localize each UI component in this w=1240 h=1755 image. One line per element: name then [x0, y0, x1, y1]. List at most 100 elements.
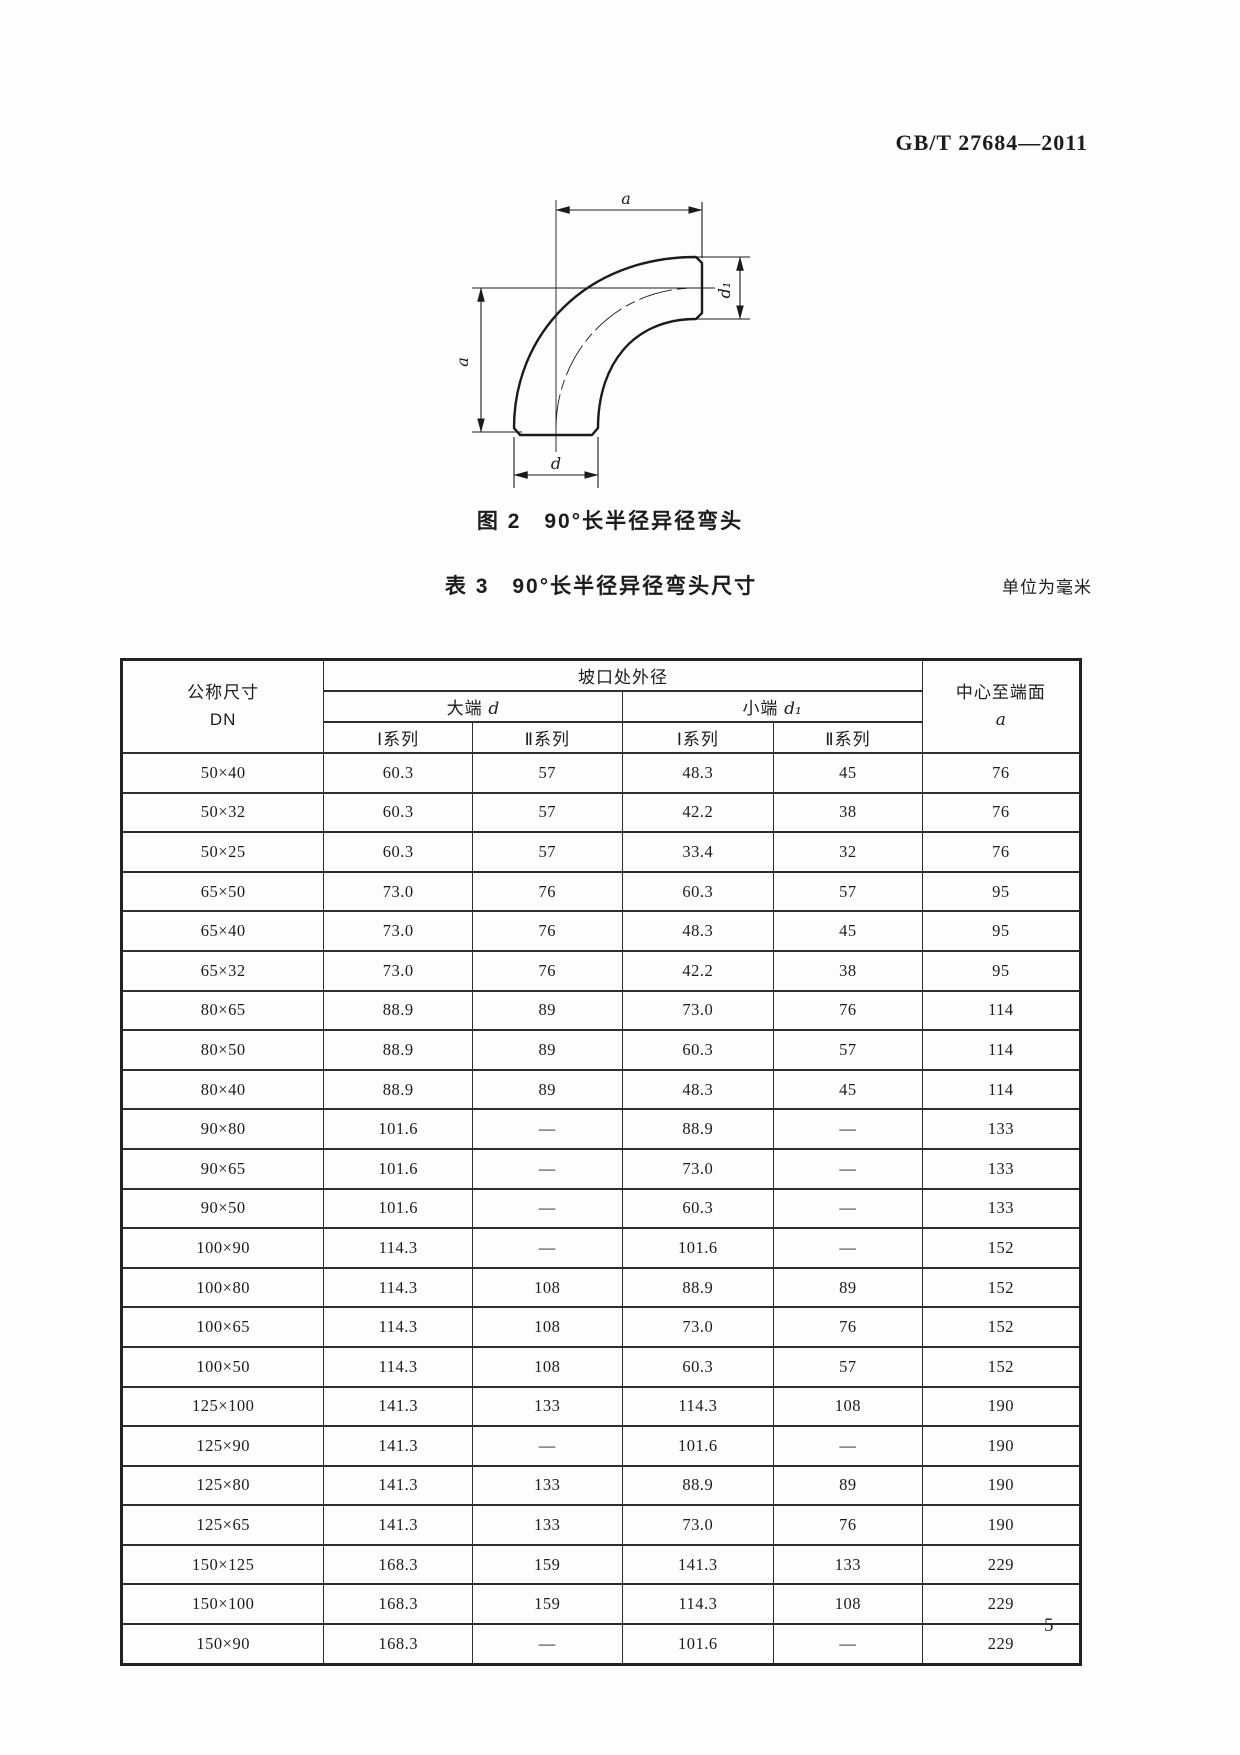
cell-value: 101.6	[323, 1147, 473, 1190]
cell-value: —	[773, 1108, 923, 1150]
cell-dn: 150×100	[120, 1583, 325, 1626]
cell-value: 73.0	[621, 989, 775, 1032]
cell-dn: 50×40	[120, 752, 325, 794]
cell-value: 114.3	[621, 1583, 775, 1626]
dimension-table: 公称尺寸 DN 坡口处外径 中心至端面 a 大端 d 小端 d₁ Ⅰ系列 Ⅱ系列…	[120, 658, 1082, 1666]
cell-dn: 50×25	[120, 831, 325, 873]
cell-value: 88.9	[323, 1029, 473, 1071]
cell-value: 76	[773, 1504, 923, 1546]
figure-caption: 图 2 90°长半径异径弯头	[476, 510, 744, 533]
cell-value: 152	[921, 1227, 1082, 1269]
cell-value: 45	[773, 910, 923, 952]
col-header-series1-small: Ⅰ系列	[621, 721, 775, 754]
dim-label-a-left: a	[453, 357, 472, 367]
col-header-small-end: 小端 d₁	[621, 690, 923, 723]
cell-value: 73.0	[621, 1147, 775, 1190]
table-row: 50×32 60.3 57 42.2 38 76	[120, 791, 1082, 834]
cell-value: 114	[921, 1068, 1082, 1111]
cell-dn: 65×40	[120, 910, 325, 952]
cell-value: 108	[471, 1345, 623, 1388]
cell-value: 57	[773, 1029, 923, 1071]
cell-value: 76	[471, 949, 623, 992]
cell-value: 88.9	[323, 989, 473, 1032]
col-header-dn: 公称尺寸 DN	[120, 658, 325, 754]
cell-dn: 100×65	[120, 1306, 325, 1348]
cell-value: 133	[471, 1464, 623, 1507]
table-row: 150×125 168.3 159 141.3 133 229	[120, 1543, 1082, 1586]
cell-value: 168.3	[323, 1623, 473, 1666]
col-header-series1-big: Ⅰ系列	[323, 721, 473, 754]
cell-value: —	[471, 1227, 623, 1269]
table-body: 50×40 60.3 57 48.3 45 76 50×32 60.3 57 42.2 38 76 50…	[120, 752, 1082, 1666]
cell-value: —	[471, 1147, 623, 1190]
cell-value: 73.0	[621, 1306, 775, 1348]
cell-value: 73.0	[621, 1504, 775, 1546]
cell-value: 48.3	[621, 1068, 775, 1111]
cell-value: 114.3	[323, 1345, 473, 1388]
table-row: 80×50 88.9 89 60.3 57 114	[120, 1029, 1082, 1071]
cell-dn: 125×65	[120, 1504, 325, 1546]
cell-value: 114	[921, 1029, 1082, 1071]
table-row: 80×65 88.9 89 73.0 76 114	[120, 989, 1082, 1032]
cell-value: 73.0	[323, 910, 473, 952]
cell-value: 60.3	[621, 870, 775, 913]
elbow-diagram: a a d₁ d	[453, 189, 750, 488]
cell-value: —	[773, 1227, 923, 1269]
cell-value: 133	[921, 1108, 1082, 1150]
cell-value: 57	[773, 1345, 923, 1388]
cell-value: 152	[921, 1266, 1082, 1309]
cell-value: 88.9	[621, 1266, 775, 1309]
cell-value: 60.3	[621, 1345, 775, 1388]
cell-value: 190	[921, 1504, 1082, 1546]
cell-value: 60.3	[323, 831, 473, 873]
cell-dn: 80×50	[120, 1029, 325, 1071]
cell-dn: 125×100	[120, 1385, 325, 1428]
cell-value: 76	[921, 791, 1082, 834]
page-number: 5	[1044, 1615, 1054, 1636]
cell-value: 133	[921, 1147, 1082, 1190]
cell-value: 45	[773, 1068, 923, 1111]
cell-value: 32	[773, 831, 923, 873]
cell-value: 114.3	[323, 1266, 473, 1309]
table-row: 125×100 141.3 133 114.3 108 190	[120, 1385, 1082, 1428]
cell-value: —	[773, 1425, 923, 1467]
center-to-face-symbol: a	[995, 709, 1006, 730]
cell-value: 133	[773, 1543, 923, 1586]
table-caption: 表 3 90°长半径异径弯头尺寸	[444, 575, 758, 598]
cell-dn: 100×80	[120, 1266, 325, 1309]
cell-dn: 65×32	[120, 949, 325, 992]
standard-code: GB/T 27684—2011	[895, 130, 1088, 155]
table-row: 50×40 60.3 57 48.3 45 76	[120, 752, 1082, 794]
cell-value: 89	[471, 1029, 623, 1071]
cell-value: 141.3	[323, 1425, 473, 1467]
cell-value: 101.6	[621, 1227, 775, 1269]
cell-value: 88.9	[621, 1108, 775, 1150]
cell-dn: 100×50	[120, 1345, 325, 1388]
cell-value: —	[773, 1187, 923, 1230]
cell-value: 95	[921, 910, 1082, 952]
cell-value: 89	[773, 1266, 923, 1309]
cell-value: 114.3	[323, 1306, 473, 1348]
cell-value: 159	[471, 1543, 623, 1586]
table-row: 65×40 73.0 76 48.3 45 95	[120, 910, 1082, 952]
cell-value: 48.3	[621, 910, 775, 952]
cell-value: 76	[773, 989, 923, 1032]
small-end-label: 小端	[742, 699, 785, 718]
cell-value: 60.3	[323, 752, 473, 794]
dn-label: 公称尺寸	[187, 683, 260, 703]
cell-value: 60.3	[621, 1187, 775, 1230]
cell-value: 190	[921, 1385, 1082, 1428]
cell-value: 42.2	[621, 791, 775, 834]
cell-value: 101.6	[621, 1425, 775, 1467]
col-header-series2-big: Ⅱ系列	[471, 721, 623, 754]
cell-value: —	[471, 1187, 623, 1230]
cell-value: 73.0	[323, 949, 473, 992]
cell-value: 95	[921, 870, 1082, 913]
cell-value: 190	[921, 1425, 1082, 1467]
cell-value: —	[471, 1108, 623, 1150]
elbow-body	[512, 255, 704, 437]
cell-value: 57	[471, 752, 623, 794]
table-row: 50×25 60.3 57 33.4 32 76	[120, 831, 1082, 873]
cell-dn: 125×80	[120, 1464, 325, 1507]
